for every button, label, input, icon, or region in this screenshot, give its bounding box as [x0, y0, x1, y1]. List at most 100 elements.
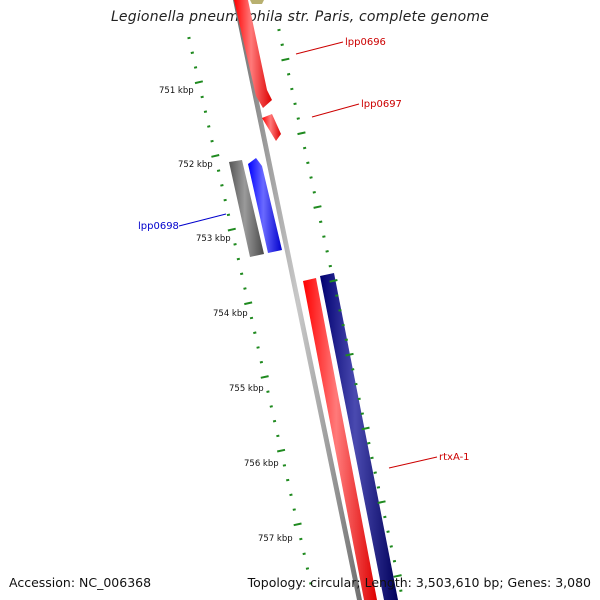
minor-tick: [277, 28, 281, 32]
gene-label-lpp0696: lpp0696: [345, 37, 386, 48]
minor-tick: [286, 72, 291, 76]
major-tick: [227, 227, 236, 232]
minor-tick: [243, 287, 247, 290]
minor-tick: [306, 161, 310, 165]
minor-tick: [299, 537, 303, 541]
minor-tick: [360, 412, 365, 415]
major-tick: [293, 522, 302, 527]
major-tick: [194, 80, 204, 85]
major-tick: [244, 301, 253, 306]
scale-label-752: 752 kbp: [178, 160, 213, 170]
minor-tick: [302, 552, 306, 556]
minor-tick: [190, 51, 195, 55]
minor-tick: [210, 139, 214, 143]
minor-tick: [344, 338, 349, 342]
minor-tick: [389, 545, 393, 548]
minor-tick: [193, 66, 198, 69]
minor-tick: [293, 102, 297, 106]
scale-label-756: 756 kbp: [244, 459, 279, 469]
minor-tick: [266, 390, 270, 393]
major-tick: [211, 154, 220, 158]
major-tick: [329, 279, 338, 283]
minor-tick: [282, 464, 287, 467]
leader-rtxA-1: [388, 456, 438, 469]
minor-tick: [272, 419, 277, 423]
minor-tick: [335, 294, 339, 297]
minor-tick: [302, 146, 307, 150]
minor-tick: [305, 567, 310, 570]
minor-tick: [322, 235, 326, 238]
minor-tick: [187, 36, 191, 40]
gene-rtxA-1-navy: [320, 273, 398, 600]
accession-text: Accession: NC_006368: [9, 575, 152, 590]
minor-tick: [312, 191, 316, 194]
minor-tick: [236, 257, 241, 261]
minor-tick: [376, 486, 381, 489]
minor-tick: [296, 117, 300, 120]
minor-tick: [370, 456, 374, 460]
minor-tick: [223, 198, 227, 202]
minor-tick: [341, 323, 345, 327]
minor-tick: [354, 382, 358, 386]
minor-tick: [276, 434, 280, 438]
minor-tick: [239, 272, 244, 276]
major-tick: [361, 426, 370, 431]
gene-rtxA-1: [303, 278, 377, 600]
major-tick: [260, 375, 269, 379]
major-tick: [377, 500, 386, 504]
scale-label-754: 754 kbp: [213, 309, 248, 319]
minor-tick: [373, 471, 377, 474]
major-tick: [345, 352, 354, 357]
minor-tick: [357, 397, 361, 401]
minor-tick: [249, 316, 254, 320]
map-title: Legionella pneumophila str. Paris, compl…: [110, 9, 490, 25]
minor-tick: [216, 169, 221, 172]
leader-lpp0697: [311, 103, 360, 118]
leader-lpp0696: [295, 41, 344, 55]
gene-label-lpp0698: lpp0698: [138, 221, 179, 232]
minor-tick: [319, 220, 323, 224]
major-tick: [297, 131, 306, 136]
minor-tick: [290, 87, 294, 91]
minor-tick: [338, 309, 342, 312]
minor-tick: [328, 264, 332, 268]
scale-label-753: 753 kbp: [196, 234, 231, 244]
minor-tick: [392, 559, 397, 563]
minor-tick: [386, 530, 390, 533]
leader-lpp0698: [178, 213, 227, 227]
minor-tick: [259, 360, 264, 364]
gene-lpp0698: [248, 158, 282, 253]
major-tick: [313, 205, 322, 209]
minor-tick: [351, 368, 355, 371]
genome-summary-text: Topology: circular; Length: 3,503,610 bp…: [247, 575, 591, 590]
minor-tick: [399, 589, 403, 592]
gene-olive-fragment: [250, 0, 264, 4]
minor-tick: [292, 508, 296, 511]
minor-tick: [200, 95, 204, 99]
scale-label-757: 757 kbp: [258, 534, 293, 544]
major-tick: [276, 448, 286, 453]
minor-tick: [280, 43, 284, 47]
major-tick: [393, 574, 402, 578]
minor-tick: [207, 125, 211, 128]
scale-ticks: [187, 28, 403, 592]
minor-tick: [220, 184, 224, 187]
minor-tick: [325, 250, 329, 253]
minor-tick: [367, 441, 371, 445]
minor-tick: [203, 110, 208, 113]
gene-lpp0697: [262, 114, 281, 141]
gene-label-rtxA-1: rtxA-1: [439, 452, 470, 463]
minor-tick: [269, 405, 273, 408]
minor-tick: [309, 176, 313, 179]
scale-label-755: 755 kbp: [229, 384, 264, 394]
scale-label-751: 751 kbp: [159, 86, 194, 96]
gene-label-lpp0697: lpp0697: [361, 99, 402, 110]
gene-lpp0698-grey: [229, 160, 264, 257]
minor-tick: [286, 478, 290, 482]
minor-tick: [253, 331, 257, 335]
gene-lpp0696: [234, 0, 272, 108]
minor-tick: [233, 243, 237, 246]
minor-tick: [256, 346, 260, 349]
minor-tick: [289, 493, 293, 497]
